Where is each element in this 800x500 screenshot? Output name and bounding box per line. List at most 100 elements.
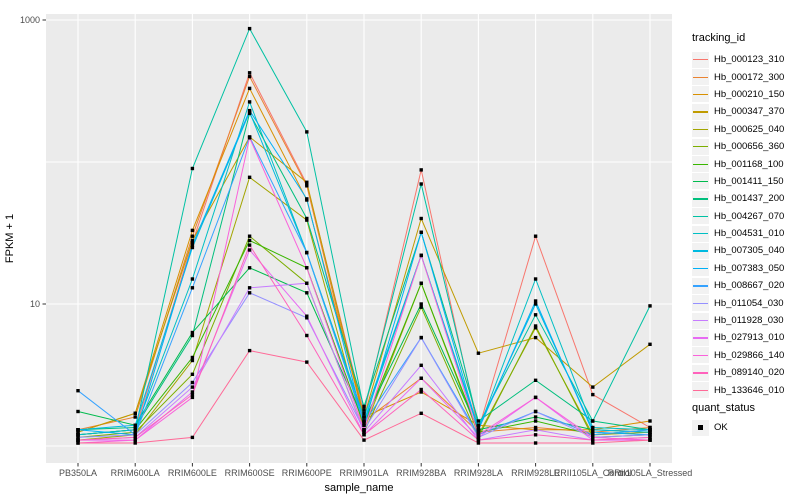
legend-key [692, 138, 709, 155]
data-point [133, 428, 137, 432]
data-point [648, 342, 652, 346]
legend-title-quant-status: quant_status [692, 401, 755, 414]
data-point [533, 326, 538, 330]
x-tick-label: RRIM928LA [454, 468, 503, 478]
data-point [419, 168, 423, 172]
data-point [533, 324, 538, 328]
legend-item: Hb_027913_010 [692, 329, 798, 346]
data-point [133, 415, 137, 419]
legend-key-line [693, 180, 708, 183]
legend-key [692, 103, 709, 120]
x-tick-label: RRIM600LE [168, 468, 217, 478]
data-point [305, 197, 309, 201]
legend-key-line [693, 337, 708, 339]
data-point [190, 380, 195, 385]
data-point [419, 335, 423, 340]
data-point [419, 411, 423, 415]
data-point [133, 435, 137, 440]
data-point [76, 435, 80, 440]
data-point [190, 372, 195, 376]
data-point [362, 430, 366, 434]
legend-item-label: Hb_007383_050 [714, 262, 785, 274]
legend-key [692, 295, 709, 312]
data-point [305, 291, 309, 295]
data-point [247, 26, 252, 31]
data-point [190, 286, 195, 290]
legend-key [692, 277, 709, 294]
legend-key [692, 312, 709, 329]
data-point [247, 108, 252, 113]
data-point [648, 438, 652, 442]
legend-key [692, 364, 709, 381]
legend-item: Hb_004531_010 [692, 225, 798, 242]
data-point [533, 415, 538, 419]
data-point [476, 428, 481, 432]
data-point [419, 182, 423, 186]
data-point [476, 435, 481, 440]
legend-key [692, 225, 709, 242]
data-point [419, 302, 423, 306]
data-point [648, 419, 652, 423]
data-point [362, 415, 366, 419]
data-point [533, 419, 538, 423]
data-point [591, 438, 595, 442]
legend-key-line [693, 389, 708, 391]
legend-item-label: Hb_011054_030 [714, 297, 784, 309]
data-point [247, 238, 252, 243]
data-point [76, 441, 80, 445]
data-point [190, 243, 195, 247]
legend-item: Hb_008667_020 [692, 277, 798, 294]
data-point [362, 421, 366, 425]
data-point [305, 184, 309, 188]
legend-key-line [693, 320, 708, 322]
x-axis-title: sample_name [324, 482, 393, 494]
data-point [133, 441, 137, 445]
legend-item: Hb_000172_300 [692, 68, 798, 86]
legend-key-line [693, 215, 708, 217]
data-point [247, 86, 252, 91]
data-point [190, 330, 195, 335]
data-point [591, 441, 595, 445]
data-point [362, 404, 366, 409]
legend-items: Hb_000123_310 Hb_000172_300 Hb_000210_150 H… [692, 51, 798, 399]
legend-item-label: Hb_029866_140 [714, 349, 785, 361]
data-point [591, 435, 595, 440]
data-point [533, 378, 538, 382]
data-point [247, 74, 252, 79]
legend-key-line [693, 93, 708, 96]
data-point [419, 281, 423, 285]
legend-title-tracking-id: tracking_id [692, 32, 746, 44]
legend-key-line [693, 163, 708, 165]
legend-item-label: Hb_000625_040 [714, 123, 785, 135]
data-point [190, 395, 195, 400]
x-tick-label: RRII105LA_Stressed [608, 468, 693, 478]
data-point [190, 390, 195, 394]
data-point [76, 433, 80, 437]
data-point [247, 243, 252, 247]
data-point [190, 355, 195, 360]
data-point [76, 430, 80, 434]
legend-key-line [693, 302, 708, 304]
data-point [247, 291, 252, 295]
data-point [305, 333, 309, 338]
data-point [591, 385, 595, 389]
data-point [419, 387, 423, 392]
legend-item: Hb_007305_040 [692, 242, 798, 259]
data-point [362, 411, 366, 415]
data-point [362, 438, 366, 442]
data-point [533, 409, 538, 414]
legend-item: Hb_007383_050 [692, 260, 798, 277]
legend-key-line [693, 111, 708, 113]
y-tick-label: 1000 [20, 15, 40, 25]
data-point [419, 230, 423, 234]
legend-key-point [698, 425, 703, 430]
data-point [247, 234, 252, 238]
data-point [591, 428, 595, 432]
legend-key [692, 329, 709, 346]
legend-item-label: Hb_089140_020 [714, 367, 785, 379]
data-point [305, 281, 309, 285]
data-point [648, 428, 652, 432]
data-point [362, 423, 366, 427]
data-point [247, 286, 252, 290]
